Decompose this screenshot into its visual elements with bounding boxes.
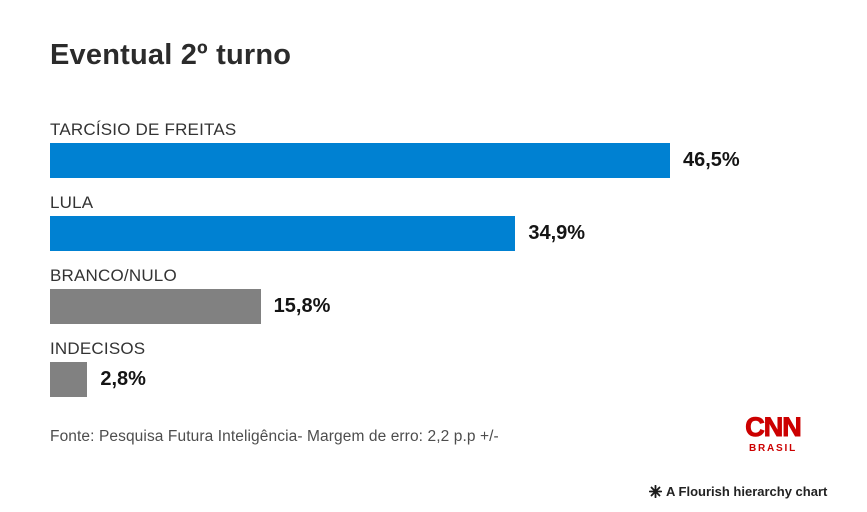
source-note: Fonte: Pesquisa Futura Inteligência- Mar…	[50, 428, 499, 445]
bar-category-label: LULA	[50, 193, 94, 212]
bar-category-label: BRANCO/NULO	[50, 266, 177, 285]
cnn-logo-subtext: BRASIL	[748, 443, 798, 454]
bar-value-label: 2,8%	[100, 368, 146, 390]
flourish-asterisk-icon	[649, 485, 662, 498]
bar[interactable]	[50, 143, 670, 178]
page-title: Eventual 2º turno	[50, 39, 292, 72]
bar-category-label: INDECISOS	[50, 339, 146, 358]
flourish-attribution-link[interactable]: A Flourish hierarchy chart	[649, 484, 827, 499]
bar-row: INDECISOS 2,8%	[50, 338, 840, 397]
bar[interactable]	[50, 289, 261, 324]
bar-value-label: 46,5%	[683, 149, 740, 171]
bar-category-label: TARCÍSIO DE FREITAS	[50, 120, 237, 139]
bar-row: BRANCO/NULO 15,8%	[50, 265, 840, 324]
cnn-logo-text: CNN	[745, 412, 803, 442]
flourish-attribution-text: A Flourish hierarchy chart	[666, 484, 828, 499]
cnn-brasil-logo: CNN BRASIL	[742, 412, 804, 454]
bar-row: TARCÍSIO DE FREITAS 46,5%	[50, 119, 840, 178]
bar-value-label: 15,8%	[273, 295, 331, 317]
bar-row: LULA 34,9%	[50, 192, 840, 251]
bar-chart: TARCÍSIO DE FREITAS 46,5% LULA 34,9% BRANCO/…	[50, 119, 840, 411]
bar[interactable]	[50, 216, 516, 251]
bar[interactable]	[50, 362, 88, 397]
bar-value-label: 34,9%	[528, 222, 586, 244]
